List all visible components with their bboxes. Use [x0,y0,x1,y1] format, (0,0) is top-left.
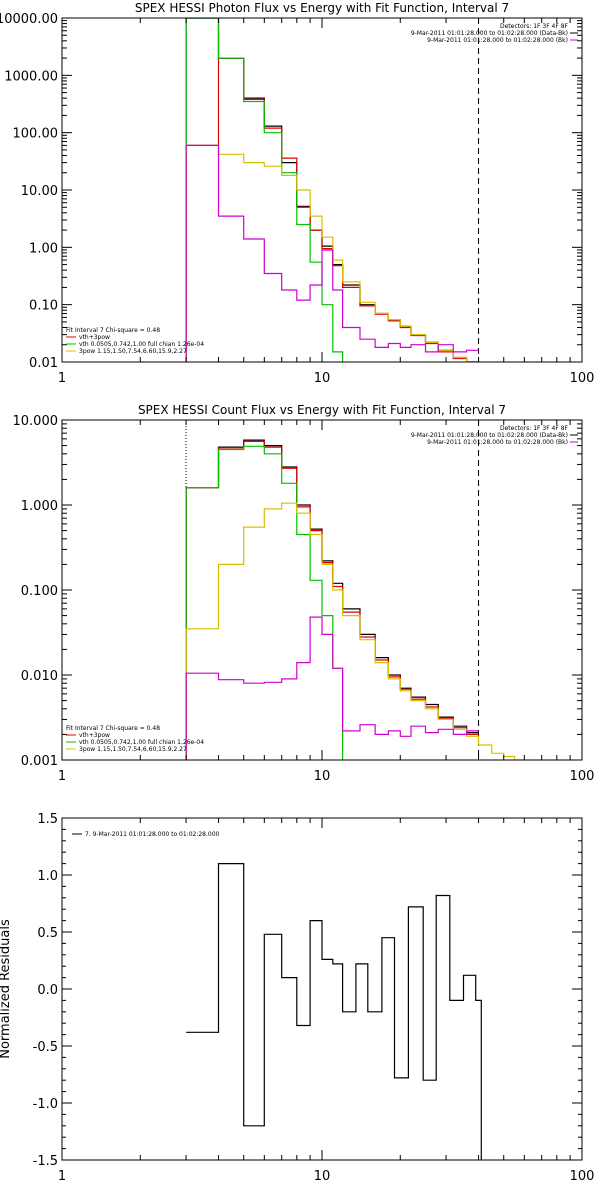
y-tick-label: -1.5 [33,1154,58,1169]
x-tick-label: 100 [570,769,595,784]
info-line-1: Detectors: 1F 3F 4F 8F [500,425,569,432]
plot-frame [61,17,583,363]
info-line-2: 9-Mar-2011 01:01:28.000 to 01:02:28.000 … [411,432,568,439]
info-line-3: 9-Mar-2011 01:01:28.000 to 01:02:28.000 … [427,439,568,446]
chart-panel-1: SPEX HESSI Photon Flux vs Energy with Fi… [0,1,595,386]
legend-entry: vth 0.0505,0.742,1.00 full chian 1.26e-0… [79,341,204,348]
legend-entry: 3pow 1.15,1.50,7.54,6.60,15.9,2.27 [79,348,187,355]
y-tick-label: 10.000 [13,414,59,429]
x-tick-label: 1 [58,1169,66,1184]
series-line-3pow [185,502,525,760]
y-tick-label: 1000.00 [4,69,58,84]
legend-header: Fit Interval 7 Chi-square = 0.48 [66,327,160,334]
y-tick-label: 0.10 [29,299,58,314]
x-tick-label: 100 [570,371,595,386]
y-tick-label: 1.5 [37,812,58,827]
info-line-1: Detectors: 1F 3F 4F 8F [500,23,569,30]
y-axis-label: Normalized Residuals [0,919,13,1059]
legend-entry: vth+3pow [79,732,110,739]
y-tick-label: 0.100 [21,584,58,599]
series-line-residuals [186,863,482,1160]
y-tick-label: 10000.00 [0,12,58,27]
chart-panel-2: SPEX HESSI Count Flux vs Energy with Fit… [13,403,595,784]
x-tick-label: 10 [314,371,331,386]
series-line-vth [185,18,344,362]
series-line-vth-3pow [185,440,479,760]
legend-header: Fit Interval 7 Chi-square = 0.48 [66,725,160,732]
chart-title: SPEX HESSI Count Flux vs Energy with Fit… [138,403,506,417]
series-line-3pow [185,144,480,362]
legend-entry: 7. 9-Mar-2011 01:01:28.000 to 01:02:28.0… [85,831,220,838]
info-line-2: 9-Mar-2011 01:01:28.000 to 01:02:28.000 … [411,30,568,37]
y-tick-label: 10.00 [21,184,58,199]
y-tick-label: 100.00 [13,127,59,142]
y-tick-label: 1.00 [29,241,58,256]
y-tick-label: 0.001 [21,754,58,769]
y-tick-label: 1.000 [21,499,58,514]
chart-title: SPEX HESSI Photon Flux vs Energy with Fi… [135,1,509,15]
plot-frame [61,817,583,1161]
legend-entry: 3pow 1.15,1.50,7.54,6.60,15.9,2.27 [79,746,187,753]
info-line-3: 9-Mar-2011 01:01:28.000 to 01:02:28.000 … [427,37,568,44]
chart-panel-3: Normalized Residuals 1 10 100 1.5 1.0 0.5 0.0 -0… [0,812,594,1184]
x-tick-label: 10 [314,1169,331,1184]
y-tick-label: 0.010 [21,669,58,684]
legend-entry: vth+3pow [79,334,110,341]
x-tick-label: 100 [570,1169,595,1184]
legend-entry: vth 0.0505,0.742,1.00 full chian 1.26e-0… [79,739,204,746]
x-tick-label: 10 [314,769,331,784]
y-tick-label: -0.5 [33,1040,58,1055]
x-tick-label: 1 [58,371,66,386]
y-tick-label: 0.0 [37,983,58,998]
x-tick-label: 1 [58,769,66,784]
series-line-bk [185,616,479,760]
series-line-bk [185,144,479,362]
y-tick-label: 0.5 [37,926,58,941]
y-tick-label: 1.0 [37,869,58,884]
series-line-vth [185,445,344,760]
y-tick-label: 0.01 [29,356,58,371]
y-tick-label: -1.0 [33,1097,58,1112]
series-line-data-bk [185,439,479,760]
